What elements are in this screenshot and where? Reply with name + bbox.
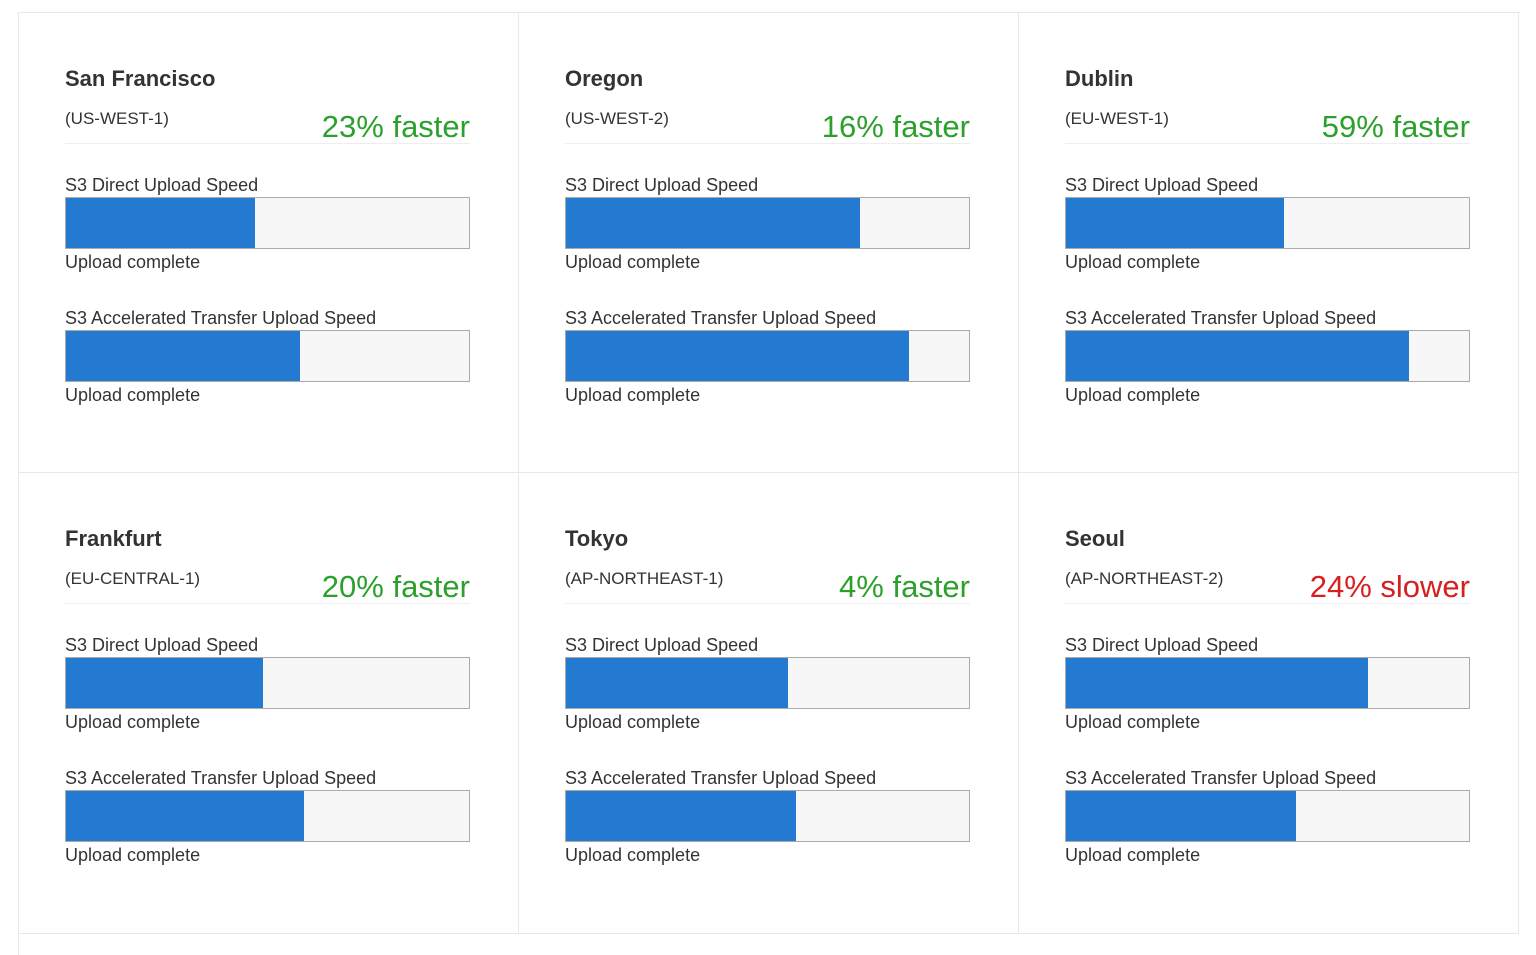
upload-status: Upload complete — [1065, 845, 1201, 865]
progress-bar — [565, 330, 970, 382]
test-label: S3 Accelerated Transfer Upload Speed — [65, 308, 377, 328]
progress-fill — [566, 658, 788, 708]
region-name: San Francisco — [65, 66, 216, 91]
region-header: (US-WEST-1) 23% faster — [65, 105, 470, 144]
upload-status: Upload complete — [565, 845, 701, 865]
progress-bar — [565, 657, 970, 709]
region-code: (AP-NORTHEAST-1) — [565, 569, 724, 588]
progress-bar — [1065, 657, 1470, 709]
test-label: S3 Direct Upload Speed — [65, 635, 259, 655]
upload-status: Upload complete — [65, 712, 201, 732]
test-label: S3 Direct Upload Speed — [565, 635, 759, 655]
region-code: (US-WEST-1) — [65, 109, 169, 128]
progress-fill — [1066, 791, 1296, 841]
upload-test: S3 Accelerated Transfer Upload Speed Uplo… — [1065, 306, 1470, 408]
progress-fill — [1066, 658, 1369, 708]
region-header: (AP-NORTHEAST-2) 24% slower — [1065, 565, 1470, 604]
region-name: Oregon — [565, 66, 644, 91]
upload-test: S3 Accelerated Transfer Upload Speed Uplo… — [65, 306, 470, 408]
upload-status: Upload complete — [65, 385, 201, 405]
region-header: (US-WEST-2) 16% faster — [565, 105, 970, 144]
region-header: (EU-CENTRAL-1) 20% faster — [65, 565, 470, 604]
progress-bar — [65, 790, 470, 842]
progress-fill — [66, 331, 300, 381]
test-label: S3 Direct Upload Speed — [565, 175, 759, 195]
progress-fill — [566, 331, 909, 381]
test-label: S3 Accelerated Transfer Upload Speed — [1065, 768, 1377, 788]
region-code: (EU-WEST-1) — [1065, 109, 1169, 128]
test-label: S3 Accelerated Transfer Upload Speed — [565, 308, 877, 328]
progress-bar — [1065, 790, 1470, 842]
progress-fill — [66, 658, 264, 708]
test-label: S3 Accelerated Transfer Upload Speed — [565, 768, 877, 788]
upload-status: Upload complete — [1065, 252, 1201, 272]
upload-test: S3 Direct Upload Speed Upload complete — [1065, 633, 1470, 735]
upload-test: S3 Accelerated Transfer Upload Speed Uplo… — [565, 766, 970, 868]
upload-test: S3 Direct Upload Speed Upload complete — [565, 633, 970, 735]
upload-test: S3 Accelerated Transfer Upload Speed Uplo… — [1065, 766, 1470, 868]
upload-status: Upload complete — [1065, 712, 1201, 732]
upload-status: Upload complete — [65, 845, 201, 865]
progress-fill — [566, 198, 861, 248]
region-code: (EU-CENTRAL-1) — [65, 569, 201, 588]
progress-fill — [66, 198, 256, 248]
region-code: (US-WEST-2) — [565, 109, 669, 128]
region-name: Seoul — [1065, 526, 1125, 551]
progress-fill — [566, 791, 796, 841]
progress-bar — [565, 790, 970, 842]
upload-test: S3 Direct Upload Speed Upload complete — [65, 633, 470, 735]
test-label: S3 Direct Upload Speed — [1065, 635, 1259, 655]
region-card: Dublin (EU-WEST-1) 59% faster S3 Direct Upl… — [1019, 13, 1519, 473]
region-header: (AP-NORTHEAST-1) 4% faster — [565, 565, 970, 604]
upload-test: S3 Accelerated Transfer Upload Speed Uplo… — [565, 306, 970, 408]
region-code: (AP-NORTHEAST-2) — [1065, 569, 1224, 588]
progress-bar — [565, 197, 970, 249]
region-header: (EU-WEST-1) 59% faster — [1065, 105, 1470, 144]
speed-comparison: 24% slower — [1309, 569, 1470, 604]
progress-bar — [65, 330, 470, 382]
upload-test: S3 Accelerated Transfer Upload Speed Uplo… — [65, 766, 470, 868]
test-label: S3 Accelerated Transfer Upload Speed — [1065, 308, 1377, 328]
progress-bar — [1065, 197, 1470, 249]
speed-comparison: 4% faster — [839, 569, 970, 604]
progress-fill — [1066, 331, 1409, 381]
progress-bar — [1065, 330, 1470, 382]
speed-comparison: 16% faster — [821, 109, 970, 144]
test-label: S3 Direct Upload Speed — [65, 175, 259, 195]
speed-comparison: 59% faster — [1321, 109, 1470, 144]
progress-fill — [1066, 198, 1284, 248]
progress-bar — [65, 657, 470, 709]
upload-status: Upload complete — [565, 252, 701, 272]
upload-test: S3 Direct Upload Speed Upload complete — [1065, 173, 1470, 275]
test-label: S3 Accelerated Transfer Upload Speed — [65, 768, 377, 788]
upload-status: Upload complete — [65, 252, 201, 272]
upload-status: Upload complete — [565, 385, 701, 405]
test-label: S3 Direct Upload Speed — [1065, 175, 1259, 195]
region-card: Tokyo (AP-NORTHEAST-1) 4% faster S3 Direct … — [519, 473, 1019, 934]
progress-fill — [66, 791, 304, 841]
upload-status: Upload complete — [1065, 385, 1201, 405]
speed-comparison: 23% faster — [321, 109, 470, 144]
speed-comparison: 20% faster — [321, 569, 470, 604]
upload-test: S3 Direct Upload Speed Upload complete — [565, 173, 970, 275]
region-name: Tokyo — [565, 526, 629, 551]
region-grid: San Francisco (US-WEST-1) 23% faster S3 Dir… — [18, 12, 1520, 955]
upload-status: Upload complete — [565, 712, 701, 732]
region-card: Oregon (US-WEST-2) 16% faster S3 Direct Upl… — [519, 13, 1019, 473]
upload-test: S3 Direct Upload Speed Upload complete — [65, 173, 470, 275]
region-name: Frankfurt — [65, 526, 162, 551]
region-card: Frankfurt (EU-CENTRAL-1) 20% faster S3 Dire… — [19, 473, 519, 934]
progress-bar — [65, 197, 470, 249]
region-card: San Francisco (US-WEST-1) 23% faster S3 Dir… — [19, 13, 519, 473]
region-name: Dublin — [1065, 66, 1134, 91]
region-card: Seoul (AP-NORTHEAST-2) 24% slower S3 Direct… — [1019, 473, 1519, 934]
